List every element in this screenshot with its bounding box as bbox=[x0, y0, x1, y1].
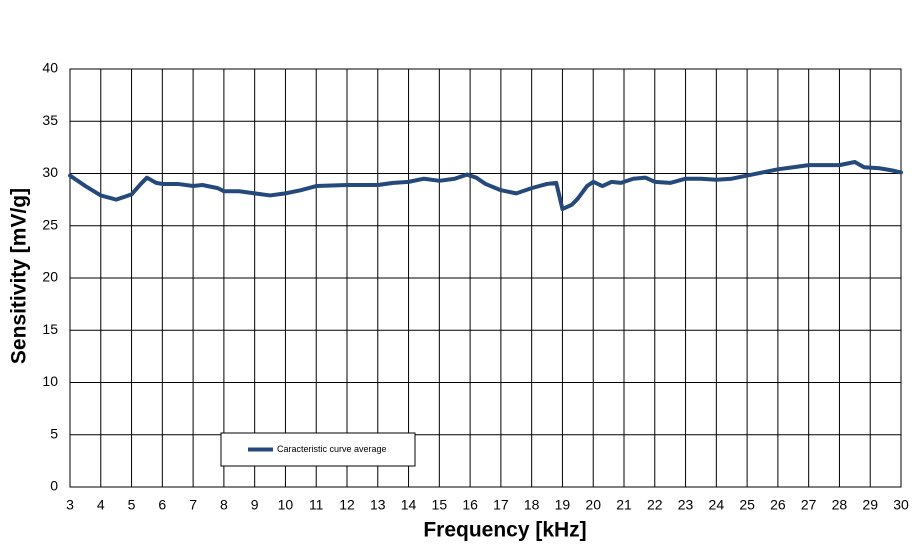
x-tick-label: 23 bbox=[678, 497, 694, 513]
x-tick-label: 29 bbox=[862, 497, 878, 513]
y-axis-title: Sensitivity [mV/g] bbox=[8, 188, 31, 364]
x-tick-label: 4 bbox=[97, 497, 105, 513]
x-tick-label: 9 bbox=[251, 497, 259, 513]
y-tick-label: 35 bbox=[42, 112, 58, 128]
y-tick-label: 10 bbox=[42, 373, 58, 389]
y-tick-label: 0 bbox=[50, 478, 58, 494]
x-tick-label: 12 bbox=[339, 497, 355, 513]
x-tick-label: 17 bbox=[493, 497, 509, 513]
x-tick-label: 5 bbox=[128, 497, 136, 513]
x-tick-label: 7 bbox=[189, 497, 197, 513]
y-tick-label: 40 bbox=[42, 60, 58, 76]
x-tick-label: 8 bbox=[220, 497, 228, 513]
x-tick-label: 24 bbox=[709, 497, 725, 513]
x-tick-label: 11 bbox=[309, 497, 324, 513]
y-tick-label: 15 bbox=[42, 321, 58, 337]
x-tick-label: 18 bbox=[524, 497, 540, 513]
x-tick-label: 13 bbox=[370, 497, 386, 513]
x-tick-label: 3 bbox=[66, 497, 74, 513]
x-tick-label: 27 bbox=[801, 497, 817, 513]
x-tick-label: 26 bbox=[770, 497, 786, 513]
x-tick-label: 21 bbox=[616, 497, 632, 513]
x-tick-label: 22 bbox=[647, 497, 663, 513]
x-tick-label: 19 bbox=[555, 497, 571, 513]
y-tick-label: 25 bbox=[42, 216, 58, 232]
x-tick-label: 10 bbox=[278, 497, 294, 513]
plot-frame bbox=[69, 68, 902, 488]
x-tick-label: 14 bbox=[401, 497, 417, 513]
x-tick-label: 15 bbox=[432, 497, 448, 513]
y-tick-label: 20 bbox=[42, 269, 58, 285]
x-tick-label: 20 bbox=[585, 497, 601, 513]
x-tick-label: 16 bbox=[462, 497, 478, 513]
x-tick-label: 6 bbox=[158, 497, 166, 513]
x-tick-label: 25 bbox=[739, 497, 755, 513]
legend-label: Caracteristic curve average bbox=[277, 444, 387, 454]
x-axis-title: Frequency [kHz] bbox=[423, 519, 586, 542]
y-tick-label: 30 bbox=[42, 164, 58, 180]
legend: Caracteristic curve average bbox=[220, 432, 416, 467]
x-tick-label: 28 bbox=[832, 497, 848, 513]
x-tick-label: 30 bbox=[893, 497, 909, 513]
data-line bbox=[68, 160, 903, 212]
y-tick-label: 5 bbox=[50, 425, 58, 441]
